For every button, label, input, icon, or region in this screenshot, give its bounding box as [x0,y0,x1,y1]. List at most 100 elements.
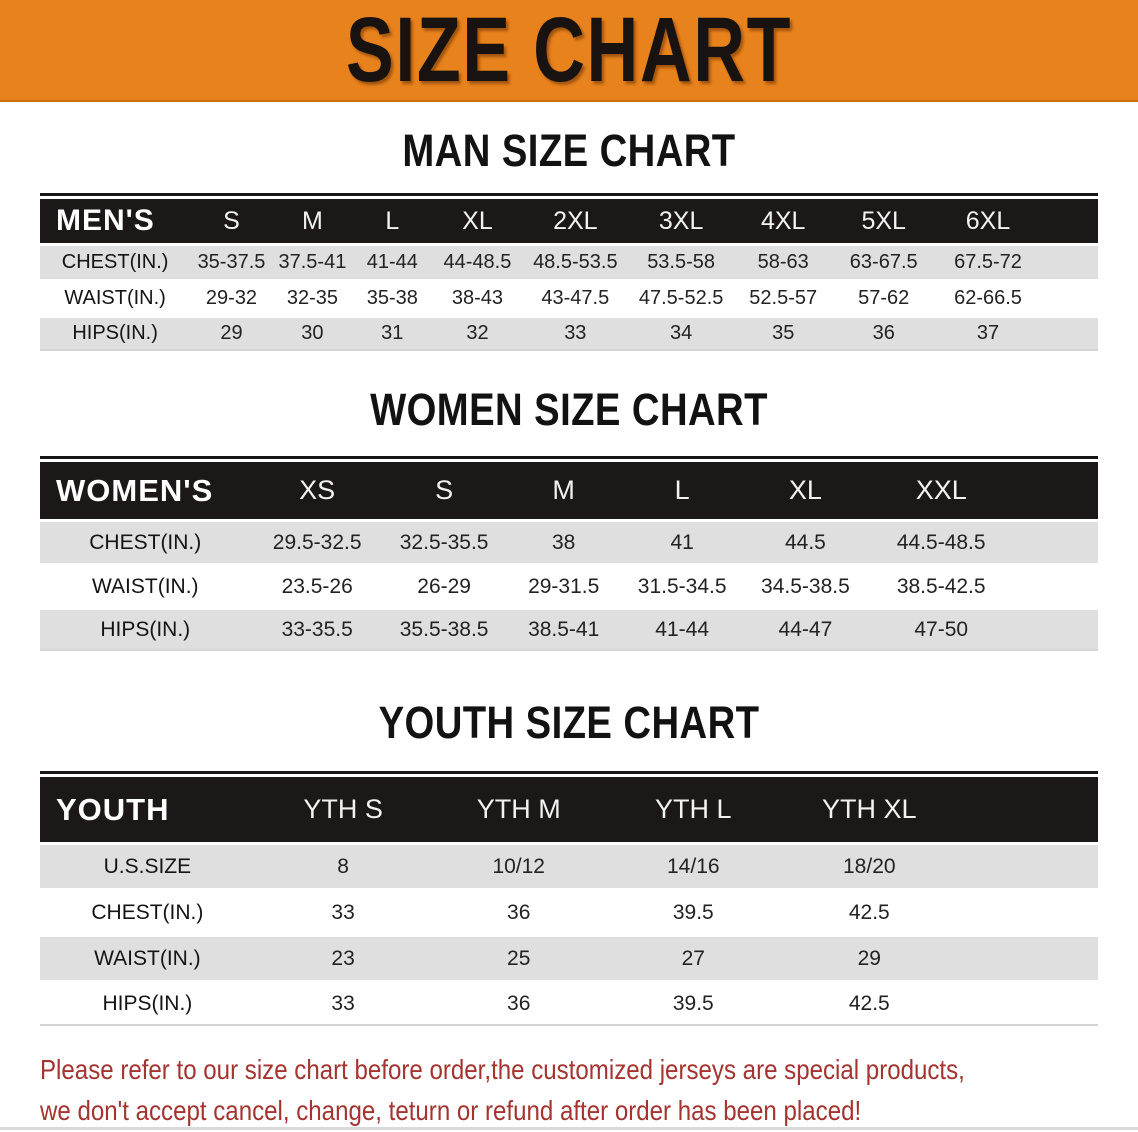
measurement-value-cell: 33 [254,891,432,934]
table-row: HIPS(IN.) 33 36 39.5 42.5 [40,983,1098,1026]
measurement-value-cell: 53.5-58 [628,246,735,279]
measurement-value-cell: 42.5 [780,983,1098,1026]
measurement-value-cell: 14/16 [606,845,781,888]
measurement-value-cell: 36 [431,983,606,1026]
size-column-header: 4XL [734,199,833,243]
measurement-value-cell: 29 [190,318,273,351]
measurement-value-cell: 62-66.5 [935,282,1098,315]
measurement-value-cell: 38 [504,522,623,563]
measurement-value-cell: 33 [522,318,629,351]
measurement-row-label: U.S.SIZE [40,845,255,888]
measurement-value-cell: 26-29 [383,566,505,607]
measurement-value-cell: 32-35 [272,282,353,315]
measurement-value-cell: 23.5-26 [250,566,384,607]
section-heading-women: WOMEN SIZE CHART [0,387,1138,432]
size-column-header: L [352,199,433,243]
disclaimer-line-2: we don't accept cancel, change, teturn o… [40,1095,862,1126]
measurement-value-cell: 58-63 [734,246,833,279]
measurement-value-cell: 48.5-53.5 [522,246,629,279]
size-column-header: 2XL [522,199,629,243]
measurement-value-cell: 10/12 [431,845,606,888]
size-table-youth: YOUTH YTH S YTH M YTH L YTH XL U.S.SIZE 8 10/12… [40,774,1098,1029]
table-row: CHEST(IN.) 33 36 39.5 42.5 [40,891,1098,934]
measurement-value-cell: 35 [734,318,833,351]
measurement-row-label: HIPS(IN.) [40,983,255,1026]
table-wrapper-men: MEN'S S M L XL 2XL 3XL 4XL 5XL 6XL CHEST(IN.) 35-37… [40,193,1098,354]
size-column-header: M [272,199,353,243]
section-heading-youth: YOUTH SIZE CHART [0,700,1138,745]
measurement-value-cell: 29-32 [190,282,273,315]
table-row: WAIST(IN.) 23 25 27 29 [40,937,1098,980]
measurement-value-cell: 44.5-48.5 [869,522,1098,563]
measurement-value-cell: 31 [352,318,433,351]
section-youth: YOUTH SIZE CHART YOUTH YTH S YTH M YTH L YTH … [0,700,1138,1029]
measurement-value-cell: 41-44 [622,610,742,651]
bottom-divider [0,1127,1138,1130]
measurement-value-cell: 25 [431,937,606,980]
measurement-value-cell: 44-47 [741,610,870,651]
measurement-row-label: HIPS(IN.) [40,610,251,651]
section-heading-text: YOUTH SIZE CHART [378,697,760,748]
measurement-value-cell: 29-31.5 [504,566,623,607]
measurement-row-label: WAIST(IN.) [40,937,255,980]
measurement-value-cell: 33-35.5 [250,610,384,651]
measurement-value-cell: 35-38 [352,282,433,315]
measurement-value-cell: 39.5 [606,983,781,1026]
measurement-value-cell: 44.5 [741,522,870,563]
measurement-value-cell: 63-67.5 [832,246,936,279]
measurement-row-label: CHEST(IN.) [40,522,251,563]
measurement-value-cell: 41-44 [352,246,433,279]
measurement-row-label: WAIST(IN.) [40,282,191,315]
measurement-value-cell: 47-50 [869,610,1098,651]
size-table-women: WOMEN'S XS S M L XL XXL CHEST(IN.) 29.5-32.5 32.5… [40,459,1098,654]
size-column-header: XL [432,199,523,243]
table-corner-label: WOMEN'S [40,462,251,519]
measurement-value-cell: 37.5-41 [272,246,353,279]
measurement-value-cell: 37 [935,318,1098,351]
table-wrapper-youth: YOUTH YTH S YTH M YTH L YTH XL U.S.SIZE 8 10/12… [40,771,1098,1029]
measurement-value-cell: 33 [254,983,432,1026]
measurement-value-cell: 31.5-34.5 [622,566,742,607]
measurement-value-cell: 38.5-41 [504,610,623,651]
measurement-value-cell: 38-43 [432,282,523,315]
size-column-header: 5XL [832,199,936,243]
measurement-value-cell: 18/20 [780,845,1098,888]
size-column-header: S [383,462,505,519]
size-column-header: L [622,462,742,519]
measurement-value-cell: 44-48.5 [432,246,523,279]
measurement-value-cell: 36 [832,318,936,351]
measurement-value-cell: 23 [254,937,432,980]
section-men: MAN SIZE CHART MEN'S S M L XL 2XL 3XL 4XL 5XL 6XL C… [0,128,1138,354]
measurement-value-cell: 47.5-52.5 [628,282,735,315]
table-row: U.S.SIZE 8 10/12 14/16 18/20 [40,845,1098,888]
size-column-header: YTH S [254,777,432,842]
section-heading-text: WOMEN SIZE CHART [370,384,768,435]
size-column-header: YTH XL [780,777,1098,842]
size-column-header: 6XL [935,199,1098,243]
measurement-value-cell: 8 [254,845,432,888]
size-charts: MAN SIZE CHART MEN'S S M L XL 2XL 3XL 4XL 5XL 6XL C… [0,128,1138,1029]
measurement-value-cell: 30 [272,318,353,351]
table-row: HIPS(IN.) 33-35.5 35.5-38.5 38.5-41 41-44 44-… [40,610,1098,651]
table-corner-label: YOUTH [40,777,255,842]
measurement-value-cell: 34.5-38.5 [741,566,870,607]
measurement-value-cell: 32.5-35.5 [383,522,505,563]
header-row: YOUTH YTH S YTH M YTH L YTH XL [40,777,1098,842]
measurement-value-cell: 27 [606,937,781,980]
measurement-value-cell: 32 [432,318,523,351]
size-column-header: YTH M [431,777,606,842]
measurement-value-cell: 41 [622,522,742,563]
table-corner-label: MEN'S [40,199,191,243]
measurement-value-cell: 43-47.5 [522,282,629,315]
size-column-header: YTH L [606,777,781,842]
size-column-header: XL [741,462,870,519]
measurement-value-cell: 42.5 [780,891,1098,934]
measurement-value-cell: 36 [431,891,606,934]
section-heading-text: MAN SIZE CHART [402,125,736,176]
measurement-value-cell: 39.5 [606,891,781,934]
measurement-value-cell: 29.5-32.5 [250,522,384,563]
size-table-men: MEN'S S M L XL 2XL 3XL 4XL 5XL 6XL CHEST(IN.) 35-37… [40,196,1098,354]
measurement-value-cell: 35.5-38.5 [383,610,505,651]
disclaimer: Please refer to our size chart before or… [40,1049,1138,1131]
measurement-value-cell: 52.5-57 [734,282,833,315]
